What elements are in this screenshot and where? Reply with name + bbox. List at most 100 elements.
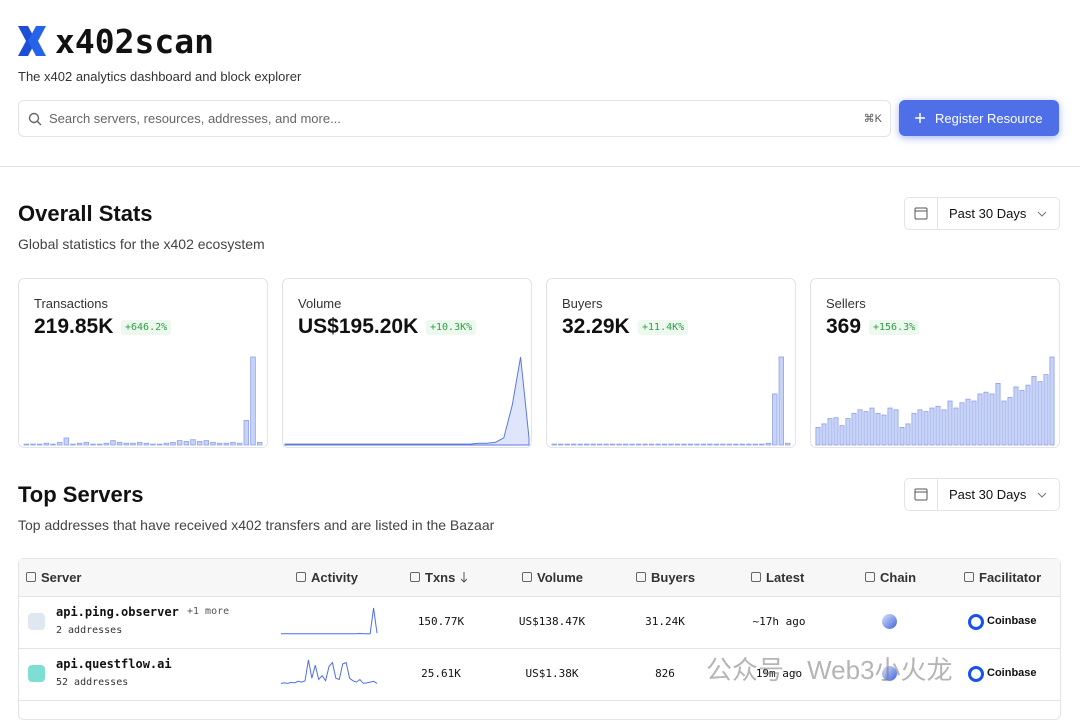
activity-sparkline [280,659,378,684]
range-label: Past 30 Days [949,487,1027,502]
bar [965,398,971,446]
bar [785,442,791,446]
shortcut: ⌘K [863,113,882,125]
bar [103,442,110,446]
bar [616,443,622,446]
bar [821,423,827,446]
bar [681,443,687,446]
facilitator: Coinbase [987,667,1037,679]
stat-card: Transactions 219.85K +646.2% [18,278,268,448]
section-subtitle: Top addresses that have received x402 tr… [18,517,495,533]
bar [875,412,881,446]
bar [765,442,771,446]
bar [210,441,216,446]
search-icon [28,112,42,126]
bar [223,442,230,446]
register-button[interactable]: Register Resource [899,100,1059,136]
bar [170,441,176,446]
column-icon [636,572,646,582]
range-dropdown[interactable]: Past 30 Days [904,197,1060,230]
bar [947,400,953,446]
bar [196,441,203,446]
search-bar[interactable]: Search servers, resources, addresses, an… [18,100,891,137]
bar [30,443,36,446]
bar [603,443,609,446]
column-icon [964,572,974,582]
tagline: The x402 analytics dashboard and block e… [18,69,302,84]
bar [911,412,917,446]
bar [143,442,150,446]
bar [1001,400,1007,446]
server-name: api.questflow.ai [56,657,172,671]
bar [857,409,863,446]
cell-volume: US$1.38K [525,667,579,680]
bar [1019,390,1025,446]
bar [778,356,784,446]
bar [90,443,96,446]
stat-sparkline [815,356,1055,446]
bar [76,442,83,446]
bar [230,441,236,446]
bar [1025,384,1031,446]
stat-card: Sellers 369 +156.3% [810,278,1060,448]
bar [642,443,648,446]
stat-change: +646.2% [121,320,172,335]
bar [1043,374,1049,446]
stat-change: +156.3% [869,320,920,335]
bar [746,443,752,446]
bar [869,407,875,446]
bar [243,419,250,446]
bar [839,425,845,446]
bar [609,443,616,446]
bar [1007,397,1013,446]
bar [584,443,590,446]
bar [150,443,156,446]
bar [959,402,965,446]
bar [596,443,603,446]
bar [1031,375,1037,446]
area [284,356,530,446]
stat-change: +10.3K% [426,320,477,335]
cell-buyers: 826 [655,667,675,680]
stat-change: +11.4K% [638,320,689,335]
bar [577,443,583,446]
bar [851,412,857,446]
bar [116,441,123,446]
stat-value: 219.85K [34,315,114,338]
stat-card: Volume US$195.20K +10.3K% [282,278,532,448]
button-label: Register Resource [935,111,1043,126]
activity-sparkline [281,607,378,635]
bar [83,441,90,446]
more-badge: +1 more [187,606,230,617]
divider [0,166,1080,167]
section-subtitle: Global statistics for the x402 ecosystem [18,236,265,252]
bar [752,443,758,446]
chain-icon [882,614,897,629]
stat-value: 369 [826,315,862,338]
bar [63,437,70,446]
bar [700,443,707,446]
bar [571,443,577,446]
column-header: Latest [766,570,805,585]
arrow [460,572,468,583]
column-icon [865,572,875,582]
bar [56,441,63,446]
bar [759,443,765,446]
bar [635,443,642,446]
bar [899,427,905,446]
range-dropdown[interactable]: Past 30 Days [904,478,1060,511]
bar [236,442,243,446]
bar [953,407,959,446]
bar [668,443,674,446]
bar [917,409,923,446]
bar [1037,381,1043,446]
logo-text: x402scan [55,22,214,61]
bar [707,443,713,446]
stat-card: Buyers 32.29K +11.4K% [546,278,796,448]
column-icon [26,572,36,582]
bar [893,409,899,446]
cell-buyers: 31.24K [645,615,685,628]
table-header [19,559,1060,597]
stat-label: Transactions [34,296,108,311]
bar [136,441,143,446]
